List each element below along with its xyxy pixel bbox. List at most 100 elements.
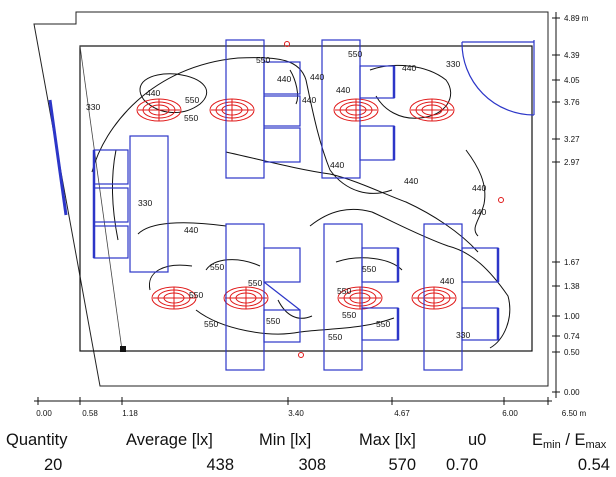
- contour-label: 550: [362, 264, 376, 274]
- room-outline: [33, 11, 549, 387]
- contour-label: 550: [337, 286, 351, 296]
- scale-label-right: 4.05: [564, 76, 580, 85]
- chair: [93, 149, 129, 185]
- contour-label: 440: [184, 225, 198, 235]
- calculation-area-diagonal: [79, 45, 123, 351]
- slash-e-label: / E: [560, 431, 586, 449]
- luminaire-2: [209, 98, 255, 122]
- contour-label: 550: [185, 95, 199, 105]
- scale-label-right: 1.38: [564, 282, 580, 291]
- contour-label: 440: [277, 74, 291, 84]
- contour-label: 550: [210, 262, 224, 272]
- chair: [263, 309, 301, 343]
- contour-label: 330: [138, 198, 152, 208]
- statistics-table: Quantity Average [lx] Min [lx] Max [lx] …: [0, 425, 616, 477]
- furniture: [92, 39, 500, 371]
- door: [461, 40, 535, 116]
- ratio-value: 0.54: [577, 456, 610, 474]
- contour-label: 550: [248, 278, 262, 288]
- contour-label: 330: [456, 330, 470, 340]
- contour-label: 440: [310, 72, 324, 82]
- luminaire-4: [409, 98, 455, 122]
- min-value: 308: [298, 456, 326, 474]
- contour-label: 440: [472, 183, 486, 193]
- quantity-value: 20: [44, 456, 63, 474]
- contour-label: 440: [330, 160, 344, 170]
- floor-plan: 440 550 550 550 440 440 330 550 440 330 …: [33, 11, 589, 418]
- contour-label: 550: [342, 310, 356, 320]
- scale-label-right: 1.67: [564, 258, 580, 267]
- scale-label-bottom: 6.00: [502, 409, 518, 418]
- contour-label: 550: [266, 316, 280, 326]
- u0-value: 0.70: [446, 456, 479, 474]
- scale-label-bottom: 6.50 m: [562, 409, 587, 418]
- average-value: 438: [206, 456, 234, 474]
- contour-label: 550: [348, 49, 362, 59]
- contour-label: 440: [472, 207, 486, 217]
- emax-subscript: max: [585, 439, 607, 451]
- emin-emax-header: Emin / Emax: [532, 431, 606, 451]
- luminaire-6: [223, 286, 269, 310]
- desk: [225, 223, 265, 371]
- measurement-point: [298, 352, 304, 358]
- measurement-point: [498, 197, 504, 203]
- contour-label: 440: [336, 85, 350, 95]
- max-header: Max [lx]: [359, 431, 416, 449]
- contour-label: 440: [302, 95, 316, 105]
- luminaire-1: [136, 98, 182, 122]
- contour-label: 550: [328, 332, 342, 342]
- contour-label: 550: [376, 319, 390, 329]
- contour-label: 550: [184, 113, 198, 123]
- scale-label-right: 1.00: [564, 312, 580, 321]
- window-left: [48, 99, 68, 216]
- contour-label: 330: [446, 59, 460, 69]
- chair: [93, 187, 129, 223]
- desk-left: [129, 135, 169, 273]
- contour-label: 440: [440, 276, 454, 286]
- chair: [263, 247, 301, 283]
- vertical-scale: [552, 12, 560, 398]
- measurement-point: [284, 41, 290, 47]
- luminaire-5: [151, 286, 197, 310]
- chair: [461, 247, 499, 283]
- desk-join: [263, 95, 301, 127]
- isolux-contours: [91, 57, 511, 349]
- contour-label: 440: [402, 63, 416, 73]
- min-header: Min [lx]: [259, 431, 312, 449]
- desk: [423, 223, 463, 371]
- chair: [359, 65, 395, 99]
- quantity-header: Quantity: [6, 431, 68, 449]
- scale-label-bottom: 4.67: [394, 409, 410, 418]
- scale-label-right: 0.50: [564, 348, 580, 357]
- contour-label: 550: [189, 290, 203, 300]
- scale-label-right: 2.97: [564, 158, 580, 167]
- desk: [323, 223, 363, 371]
- scale-label-right: 3.27: [564, 135, 580, 144]
- contour-label: 440: [146, 88, 160, 98]
- chair: [263, 61, 301, 95]
- luminaire-7: [337, 286, 383, 310]
- scale-label-right: 0.00: [564, 388, 580, 397]
- scale-label-right: 0.74: [564, 332, 580, 341]
- desk: [321, 39, 361, 179]
- max-value: 570: [388, 456, 416, 474]
- contour-label: 550: [256, 55, 270, 65]
- scale-label-bottom: 0.58: [82, 409, 98, 418]
- contour-label: 440: [404, 176, 418, 186]
- horizontal-scale: [34, 397, 552, 405]
- emin-subscript: min: [543, 439, 561, 451]
- contour-label: 550: [204, 319, 218, 329]
- scale-label-right: 4.39: [564, 51, 580, 60]
- scale-label-right: 4.89 m: [564, 14, 589, 23]
- chair: [359, 125, 395, 161]
- u0-header: u0: [468, 431, 487, 449]
- emin-label: E: [532, 431, 544, 449]
- reference-point-marker: [120, 346, 126, 352]
- scale-label-bottom: 0.00: [36, 409, 52, 418]
- scale-label-right: 3.76: [564, 98, 580, 107]
- chair: [93, 225, 129, 259]
- scale-label-bottom: 1.18: [122, 409, 138, 418]
- luminaire-3: [333, 98, 379, 122]
- calculation-area: [79, 45, 533, 352]
- contour-label: 330: [86, 102, 100, 112]
